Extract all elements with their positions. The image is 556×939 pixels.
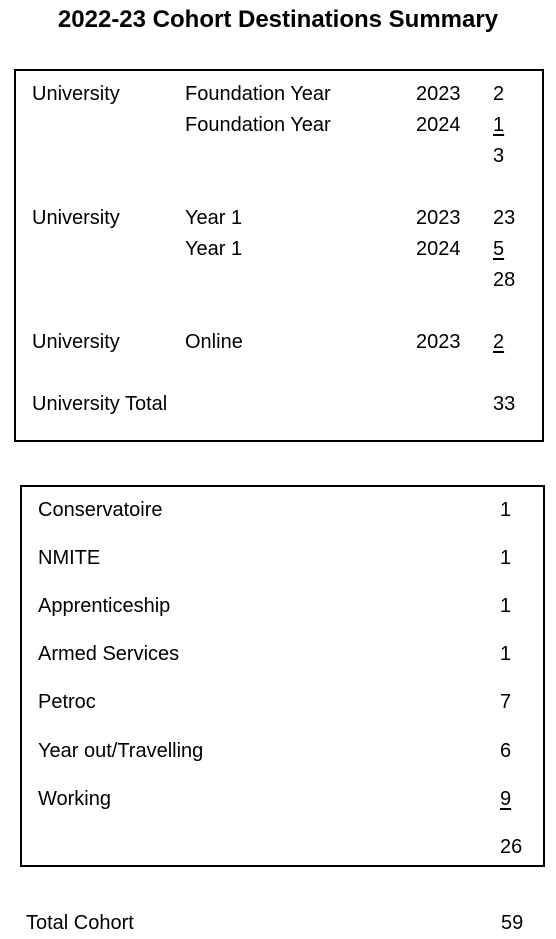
course-name: Year 1 [185, 238, 243, 260]
group-label: University [32, 83, 120, 105]
university-total-label: University Total [32, 393, 168, 415]
destination-label: NMITE [38, 547, 101, 569]
destination-label: Armed Services [38, 643, 180, 665]
entry-year: 2023 [416, 83, 461, 105]
course-name: Online [185, 331, 243, 353]
entry-year: 2024 [416, 114, 461, 136]
group-label: University [32, 331, 120, 353]
count-value: 1 [493, 114, 505, 136]
other-destinations-box [20, 485, 545, 867]
entry-year: 2024 [416, 238, 461, 260]
destination-value: 1 [500, 643, 512, 665]
group-label: University [32, 207, 120, 229]
destination-label: Year out/Travelling [38, 740, 204, 762]
count-value: 23 [493, 207, 516, 229]
destination-value: 9 [500, 788, 512, 810]
entry-year: 2023 [416, 207, 461, 229]
course-name: Foundation Year [185, 114, 331, 136]
destination-value: 7 [500, 691, 512, 713]
destination-label: Working [38, 788, 111, 810]
page-title: 2022-23 Cohort Destinations Summary [57, 6, 499, 33]
count-value: 2 [493, 331, 505, 353]
entry-year: 2023 [416, 331, 461, 353]
other-subtotal: 26 [500, 836, 523, 858]
group-subtotal: 28 [493, 269, 516, 291]
count-value: 2 [493, 83, 505, 105]
university-destinations-box [14, 69, 544, 442]
destination-label: Conservatoire [38, 499, 163, 521]
destination-value: 1 [500, 547, 512, 569]
destination-value: 6 [500, 740, 512, 762]
count-value: 5 [493, 238, 505, 260]
destination-value: 1 [500, 595, 512, 617]
destination-value: 1 [500, 499, 512, 521]
total-cohort-value: 59 [501, 912, 524, 934]
course-name: Year 1 [185, 207, 243, 229]
university-total-value: 33 [493, 393, 516, 415]
course-name: Foundation Year [185, 83, 331, 105]
destination-label: Apprenticeship [38, 595, 171, 617]
group-subtotal: 3 [493, 145, 505, 167]
destination-label: Petroc [38, 691, 96, 713]
total-cohort-label: Total Cohort [26, 912, 134, 934]
